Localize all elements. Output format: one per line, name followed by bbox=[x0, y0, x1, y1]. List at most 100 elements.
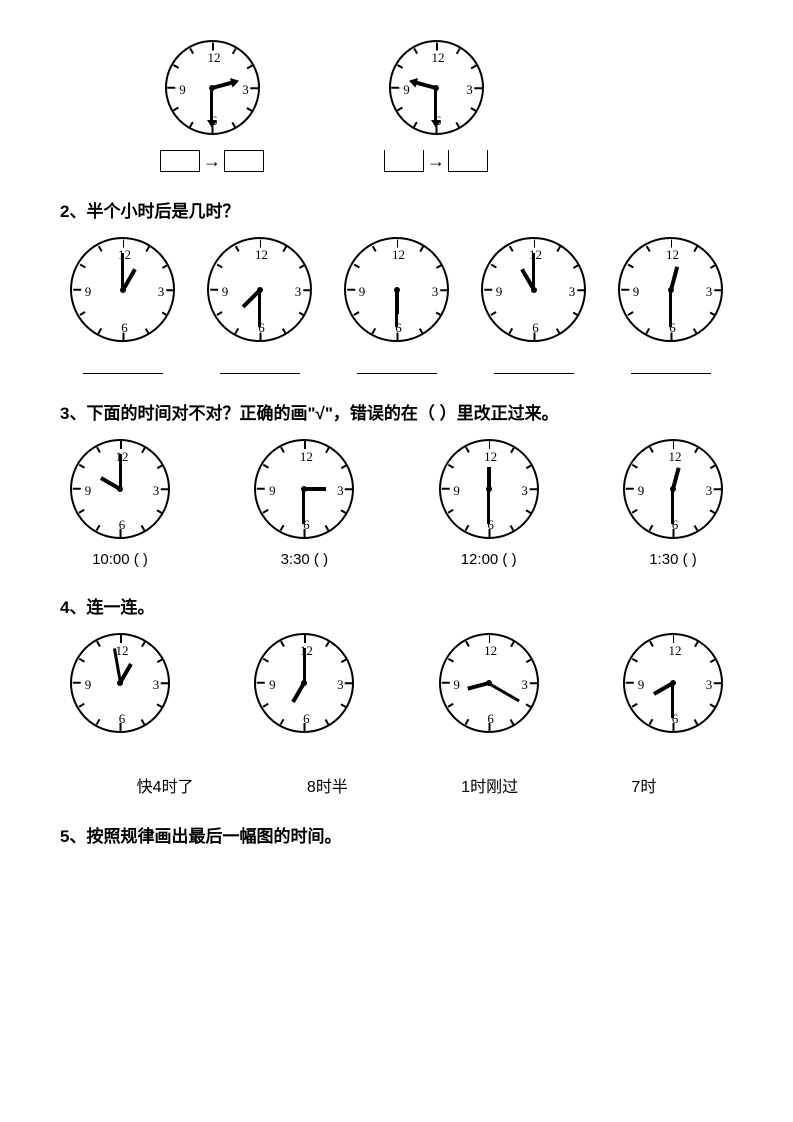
answer-boxes: → bbox=[384, 150, 488, 172]
answer-line[interactable] bbox=[220, 354, 300, 374]
clock-center bbox=[301, 486, 307, 492]
clock-with-caption: 12369 12:00 ( ) bbox=[439, 439, 539, 568]
hour-hand bbox=[304, 487, 327, 491]
clock-with-caption: 12369 3:30 ( ) bbox=[254, 439, 354, 568]
clock-number: 12 bbox=[484, 449, 497, 465]
q3-clock-row: 12369 10:00 ( ) 12369 3:30 ( ) 12369 12:00 ( … bbox=[60, 439, 733, 568]
time-caption[interactable]: 3:30 ( ) bbox=[281, 551, 329, 568]
clock-face: 12 3 6 9 bbox=[481, 237, 586, 342]
clock-number: 12 bbox=[255, 247, 268, 263]
clock-number: 9 bbox=[496, 284, 503, 300]
clock-number: 9 bbox=[633, 284, 640, 300]
minute-hand bbox=[258, 290, 261, 327]
clock-number: 3 bbox=[337, 677, 344, 693]
minute-hand bbox=[121, 253, 124, 290]
q5-title: 5、按照规律画出最后一幅图的时间。 bbox=[60, 822, 733, 847]
q4-labels: 快4时了 8时半 1时刚过 7时 bbox=[60, 773, 733, 797]
clock-number: 9 bbox=[269, 677, 276, 693]
minute-hand bbox=[303, 489, 306, 524]
clock-number: 12 bbox=[300, 449, 313, 465]
clock-item: 12 3 6 9 bbox=[70, 633, 170, 733]
answer-box-right[interactable] bbox=[224, 150, 264, 172]
match-label[interactable]: 快4时了 bbox=[137, 773, 194, 797]
clock-center bbox=[486, 486, 492, 492]
minute-hand bbox=[669, 290, 672, 327]
clock-number: 9 bbox=[85, 483, 92, 499]
clock-center bbox=[433, 85, 439, 91]
clock-number: 3 bbox=[569, 284, 576, 300]
minute-hand bbox=[487, 489, 490, 524]
clock-number: 9 bbox=[453, 483, 460, 499]
clock-with-blank: 12369 bbox=[70, 237, 175, 374]
clock-number: 9 bbox=[453, 677, 460, 693]
clock-face: 12369 bbox=[389, 40, 484, 135]
clock-number: 3 bbox=[242, 82, 249, 98]
clock-number: 12 bbox=[116, 643, 129, 659]
clock-with-blank: 12369 bbox=[344, 237, 449, 374]
clock-number: 3 bbox=[466, 82, 473, 98]
answer-line[interactable] bbox=[631, 354, 711, 374]
answer-boxes: → bbox=[160, 150, 264, 172]
clock-number: 3 bbox=[706, 677, 713, 693]
clock-number: 12 bbox=[208, 50, 221, 66]
match-label[interactable]: 8时半 bbox=[307, 773, 348, 797]
clock-face: 12369 bbox=[165, 40, 260, 135]
clock-number: 12 bbox=[529, 247, 542, 263]
clock-number: 12 bbox=[432, 50, 445, 66]
clock-number: 6 bbox=[532, 320, 539, 336]
clock-number: 12 bbox=[392, 247, 405, 263]
minute-hand bbox=[119, 454, 122, 489]
clock-face: 12369 bbox=[254, 439, 354, 539]
question-3: 3、下面的时间对不对？正确的画"√"，错误的在（ ）里改正过来。 1236910… bbox=[60, 399, 733, 568]
clock-center bbox=[117, 680, 123, 686]
clock-with-caption: 12369 10:00 ( ) bbox=[70, 439, 170, 568]
answer-line[interactable] bbox=[357, 354, 437, 374]
clock-number: 3 bbox=[153, 677, 160, 693]
answer-box-left[interactable] bbox=[160, 150, 200, 172]
q2-clock-row: 1236912369123691236912369 bbox=[60, 237, 733, 374]
minute-hand bbox=[488, 682, 520, 702]
answer-box-left[interactable] bbox=[384, 150, 424, 172]
clock-number: 6 bbox=[487, 711, 494, 727]
clock-number: 12 bbox=[300, 643, 313, 659]
clock-face: 12369 bbox=[207, 237, 312, 342]
answer-line[interactable] bbox=[83, 354, 163, 374]
clock-number: 6 bbox=[119, 711, 126, 727]
clock-with-boxes: 12369→ bbox=[160, 40, 264, 172]
clock-number: 12 bbox=[118, 247, 131, 263]
clock-face: 12369 bbox=[70, 237, 175, 342]
time-caption[interactable]: 1:30 ( ) bbox=[649, 551, 697, 568]
minute-hand bbox=[395, 290, 398, 327]
clock-number: 9 bbox=[85, 677, 92, 693]
clock-center bbox=[670, 680, 676, 686]
clock-row-1: 12369→12369→ bbox=[60, 40, 733, 172]
match-label[interactable]: 1时刚过 bbox=[461, 773, 518, 797]
q4-clock-row: 12369123691236912369 bbox=[60, 633, 733, 733]
clock-face: 12369 bbox=[623, 633, 723, 733]
time-caption[interactable]: 12:00 ( ) bbox=[461, 551, 517, 568]
answer-box-right[interactable] bbox=[448, 150, 488, 172]
clock-with-blank: 12369 bbox=[618, 237, 723, 374]
clock-item: 12 3 6 9 bbox=[254, 633, 354, 733]
clock-face: 12369 bbox=[439, 439, 539, 539]
time-caption[interactable]: 10:00 ( ) bbox=[92, 551, 148, 568]
clock-number: 12 bbox=[484, 643, 497, 659]
clock-face: 12369 bbox=[439, 633, 539, 733]
clock-with-caption: 123691:30 ( ) bbox=[623, 439, 723, 568]
clock-with-blank: 12 3 6 9 bbox=[481, 237, 586, 374]
clock-number: 9 bbox=[638, 483, 645, 499]
clock-number: 9 bbox=[222, 284, 229, 300]
clock-center bbox=[394, 287, 400, 293]
clock-with-boxes: 12369→ bbox=[384, 40, 488, 172]
clock-number: 9 bbox=[638, 677, 645, 693]
clock-center bbox=[670, 486, 676, 492]
clock-center bbox=[301, 680, 307, 686]
clock-center bbox=[209, 85, 215, 91]
clock-face: 12369 bbox=[70, 439, 170, 539]
clock-number: 9 bbox=[179, 82, 186, 98]
match-label[interactable]: 7时 bbox=[631, 773, 656, 797]
answer-line[interactable] bbox=[494, 354, 574, 374]
clock-center bbox=[668, 287, 674, 293]
clock-number: 6 bbox=[303, 711, 310, 727]
clock-with-blank: 12369 bbox=[207, 237, 312, 374]
